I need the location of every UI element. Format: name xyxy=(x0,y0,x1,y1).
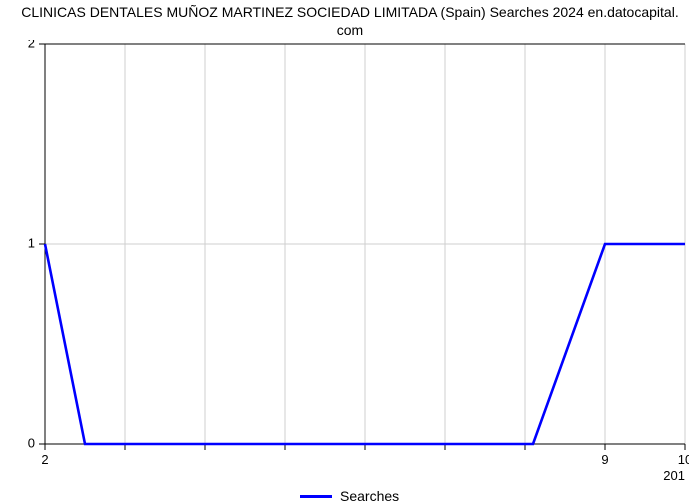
y-tick-label: 2 xyxy=(28,40,35,50)
chart-container: CLINICAS DENTALES MUÑOZ MARTINEZ SOCIEDA… xyxy=(0,0,700,500)
y-tick-label: 0 xyxy=(28,435,35,450)
x-tick-label: 2 xyxy=(41,452,48,467)
legend-label: Searches xyxy=(340,488,399,504)
y-tick-label: 1 xyxy=(28,235,35,250)
x-tick-label: 10 xyxy=(678,452,689,467)
x-tick-label: 9 xyxy=(601,452,608,467)
chart-title: CLINICAS DENTALES MUÑOZ MARTINEZ SOCIEDA… xyxy=(0,4,700,39)
chart-title-line1: CLINICAS DENTALES MUÑOZ MARTINEZ SOCIEDA… xyxy=(21,4,678,20)
legend-swatch xyxy=(300,495,332,498)
legend: Searches xyxy=(300,488,399,504)
plot-area: 0122910201 xyxy=(45,44,685,444)
chart-title-line2: com xyxy=(337,22,363,38)
x-axis-sublabel: 201 xyxy=(663,468,685,483)
